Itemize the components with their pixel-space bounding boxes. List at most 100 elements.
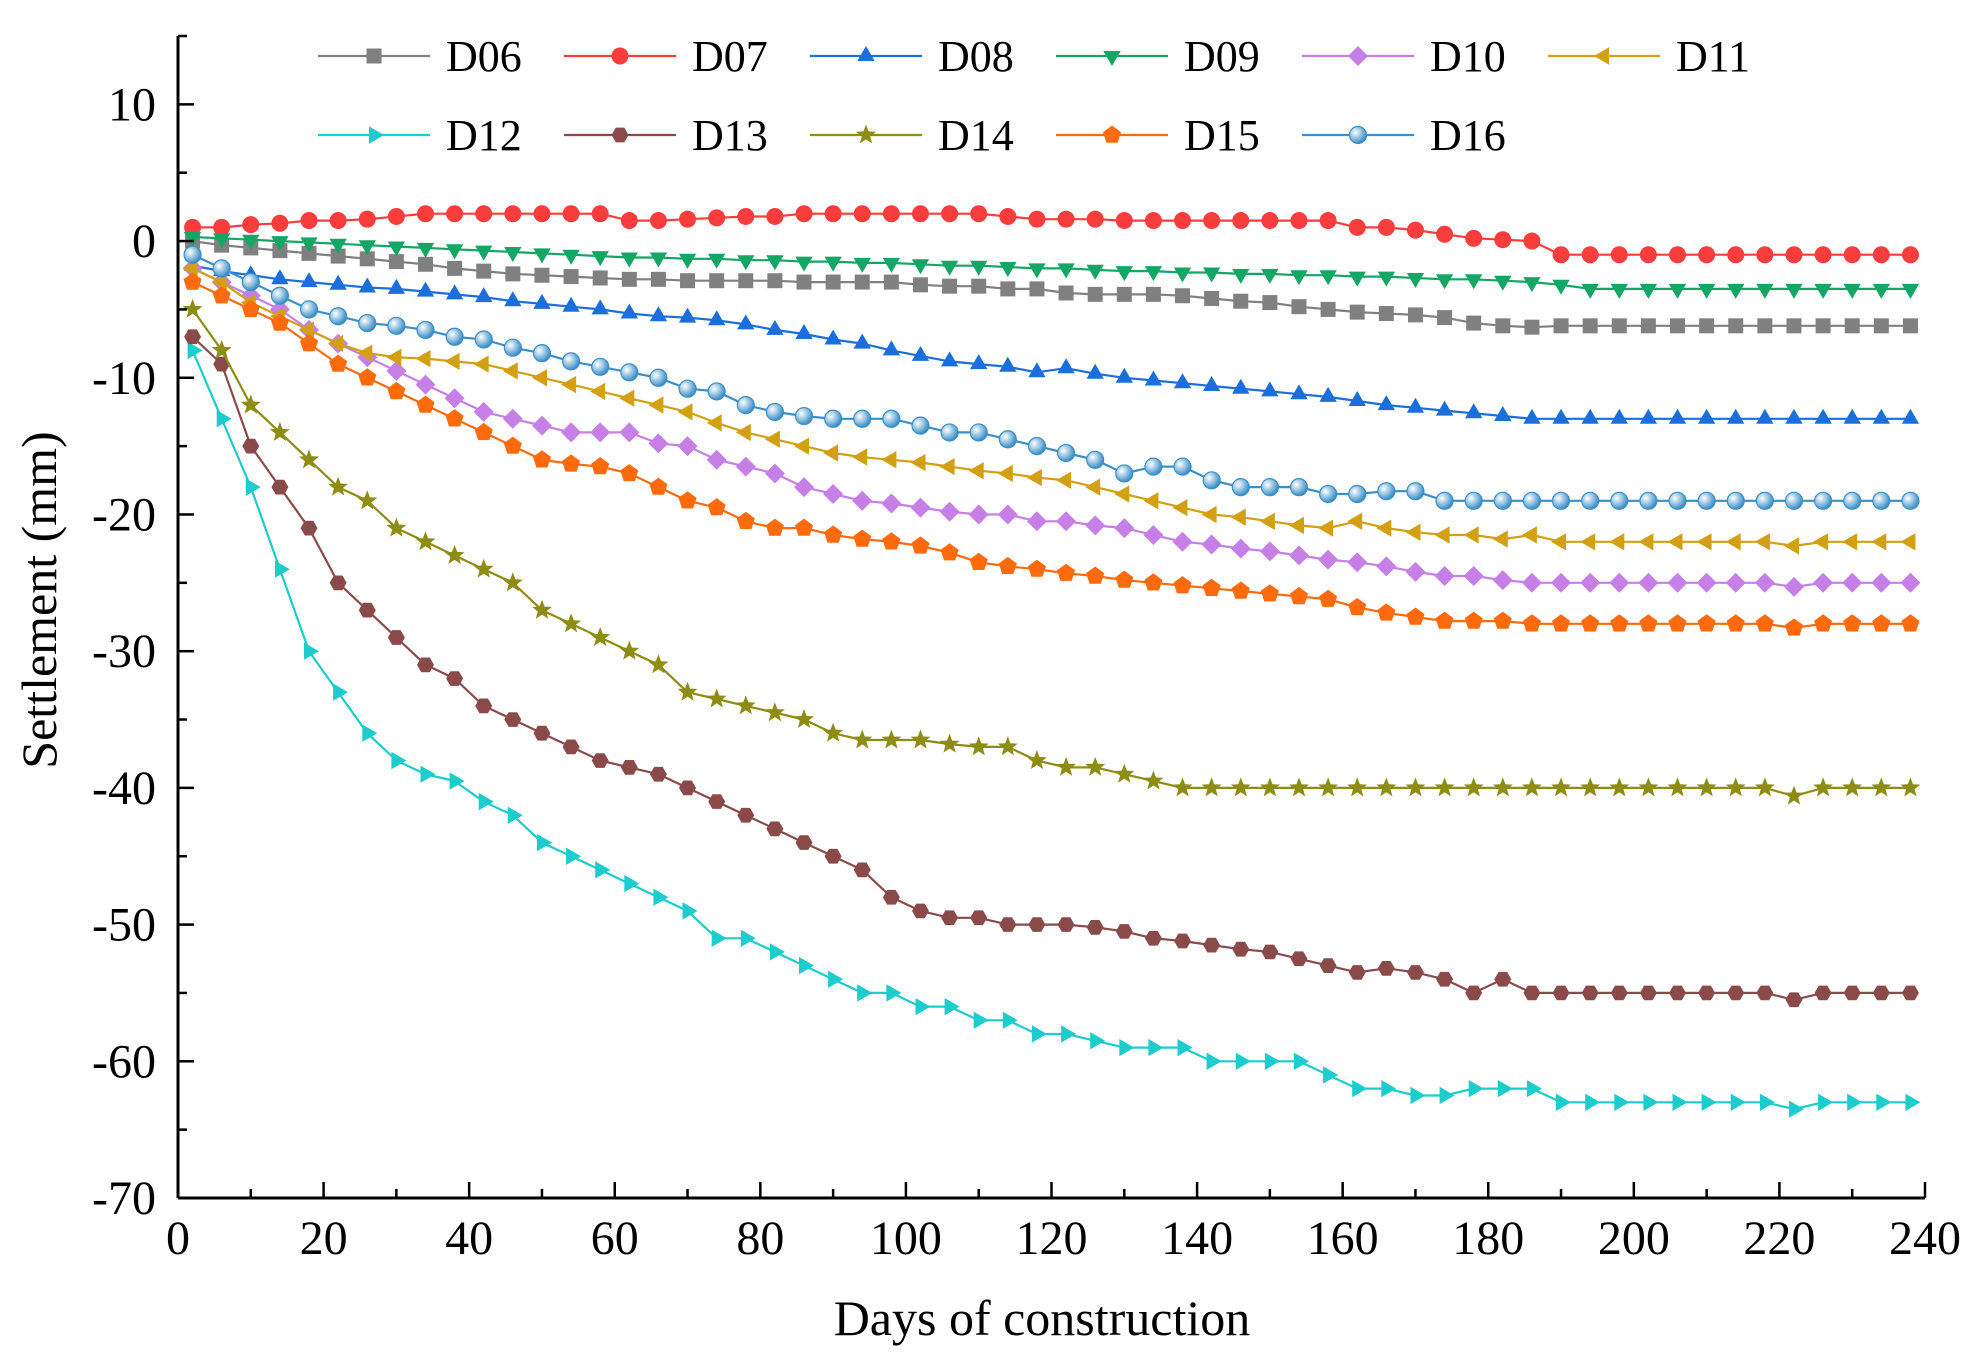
data-point-d13 — [766, 821, 784, 837]
data-point-d15 — [1406, 607, 1425, 625]
data-point-d13 — [446, 671, 464, 686]
data-point-d13 — [1523, 985, 1541, 1001]
data-point-d13 — [1319, 958, 1337, 973]
data-point-d07 — [1319, 212, 1337, 230]
data-point-d08 — [1552, 408, 1570, 424]
x-tick-label: 160 — [1307, 1212, 1379, 1265]
data-point-d07 — [1465, 229, 1483, 247]
data-point-d16 — [1289, 478, 1309, 497]
data-point-d09 — [387, 241, 405, 257]
data-point-d08 — [475, 287, 493, 303]
data-point-d08 — [533, 293, 551, 309]
data-point-d06 — [1873, 318, 1889, 334]
data-point-d12 — [1410, 1086, 1426, 1105]
data-point-d12 — [1847, 1093, 1863, 1111]
data-point-d07 — [1174, 212, 1192, 230]
data-point-d16 — [1551, 491, 1571, 510]
data-point-d16 — [1173, 457, 1192, 476]
data-point-d11 — [444, 352, 460, 370]
data-point-d09 — [300, 237, 318, 253]
data-point-d08 — [329, 274, 347, 290]
data-point-d06 — [971, 278, 987, 294]
data-point-d16 — [1813, 491, 1833, 510]
series-line-d13 — [191, 335, 1911, 1001]
data-point-d10 — [1900, 572, 1921, 593]
data-point-d11 — [1900, 533, 1916, 551]
data-point-d16 — [1493, 491, 1512, 510]
data-point-d07 — [329, 212, 347, 230]
data-point-d06 — [1728, 318, 1744, 334]
data-point-d11 — [1085, 478, 1101, 496]
data-point-d14 — [1696, 777, 1717, 797]
data-point-d10 — [1521, 572, 1542, 593]
data-point-d06 — [1670, 318, 1686, 334]
data-point-d13 — [795, 835, 813, 850]
data-point-d09 — [1173, 267, 1192, 283]
data-point-d13 — [1669, 985, 1686, 1001]
data-point-d16 — [1697, 491, 1716, 510]
data-point-d10 — [939, 501, 960, 522]
data-point-d11 — [968, 462, 984, 480]
y-tick-label: -50 — [92, 899, 156, 952]
data-point-d06 — [1757, 318, 1773, 334]
data-point-d15 — [183, 272, 202, 290]
data-point-d15 — [1231, 581, 1250, 599]
data-point-d10 — [619, 422, 640, 443]
data-point-d10 — [1026, 511, 1047, 532]
data-point-d15 — [1872, 614, 1891, 632]
data-point-d06 — [1175, 288, 1191, 304]
data-point-d16 — [1843, 491, 1862, 510]
series-d11 — [182, 259, 1916, 555]
data-point-d10 — [1201, 534, 1222, 555]
x-tick-label: 0 — [166, 1212, 190, 1265]
data-point-d13 — [329, 575, 347, 591]
data-point-d15 — [1464, 611, 1483, 629]
data-point-d11 — [1609, 533, 1625, 551]
data-point-d12 — [828, 970, 844, 988]
data-point-d13 — [620, 760, 638, 775]
data-point-d10 — [1667, 572, 1688, 593]
series-d09 — [183, 232, 1920, 299]
data-point-d15 — [241, 299, 260, 318]
data-point-d15 — [853, 529, 872, 547]
data-point-d09 — [1610, 283, 1628, 299]
data-point-d10 — [1143, 525, 1164, 545]
data-point-d12 — [1759, 1093, 1775, 1111]
data-point-d06 — [1699, 318, 1715, 334]
data-point-d15 — [1144, 573, 1163, 591]
data-point-d14 — [1551, 777, 1571, 797]
data-point-d11 — [1667, 533, 1683, 551]
data-point-d10 — [1056, 511, 1077, 532]
data-point-d15 — [1027, 559, 1046, 577]
data-point-d14 — [1230, 777, 1251, 797]
data-point-d07 — [649, 212, 667, 230]
data-point-d11 — [502, 362, 518, 380]
legend-label: D07 — [692, 32, 768, 81]
data-point-d14 — [939, 733, 960, 753]
data-point-d16 — [591, 357, 610, 376]
data-point-d09 — [1406, 273, 1425, 288]
legend-marker-d13 — [611, 127, 629, 143]
data-point-d12 — [1294, 1052, 1309, 1070]
data-point-d14 — [910, 729, 931, 749]
data-point-d12 — [333, 683, 349, 701]
data-point-d15 — [649, 477, 668, 495]
data-point-d13 — [999, 917, 1017, 932]
data-point-d10 — [1405, 561, 1426, 582]
data-point-d09 — [1057, 263, 1075, 279]
data-point-d15 — [736, 511, 755, 529]
series-d08 — [183, 255, 1920, 424]
data-point-d07 — [1028, 210, 1046, 228]
x-tick-label: 120 — [1016, 1212, 1088, 1265]
data-point-d08 — [1290, 384, 1308, 400]
data-point-d08 — [824, 329, 842, 345]
data-point-d07 — [1552, 246, 1570, 264]
data-point-d15 — [1610, 614, 1629, 632]
data-point-d08 — [271, 269, 289, 285]
data-point-d09 — [1144, 266, 1163, 282]
data-point-d12 — [1061, 1025, 1077, 1043]
data-point-d12 — [857, 984, 873, 1002]
data-point-d11 — [706, 414, 722, 432]
data-point-d12 — [362, 724, 378, 742]
legend-label: D09 — [1184, 32, 1260, 81]
